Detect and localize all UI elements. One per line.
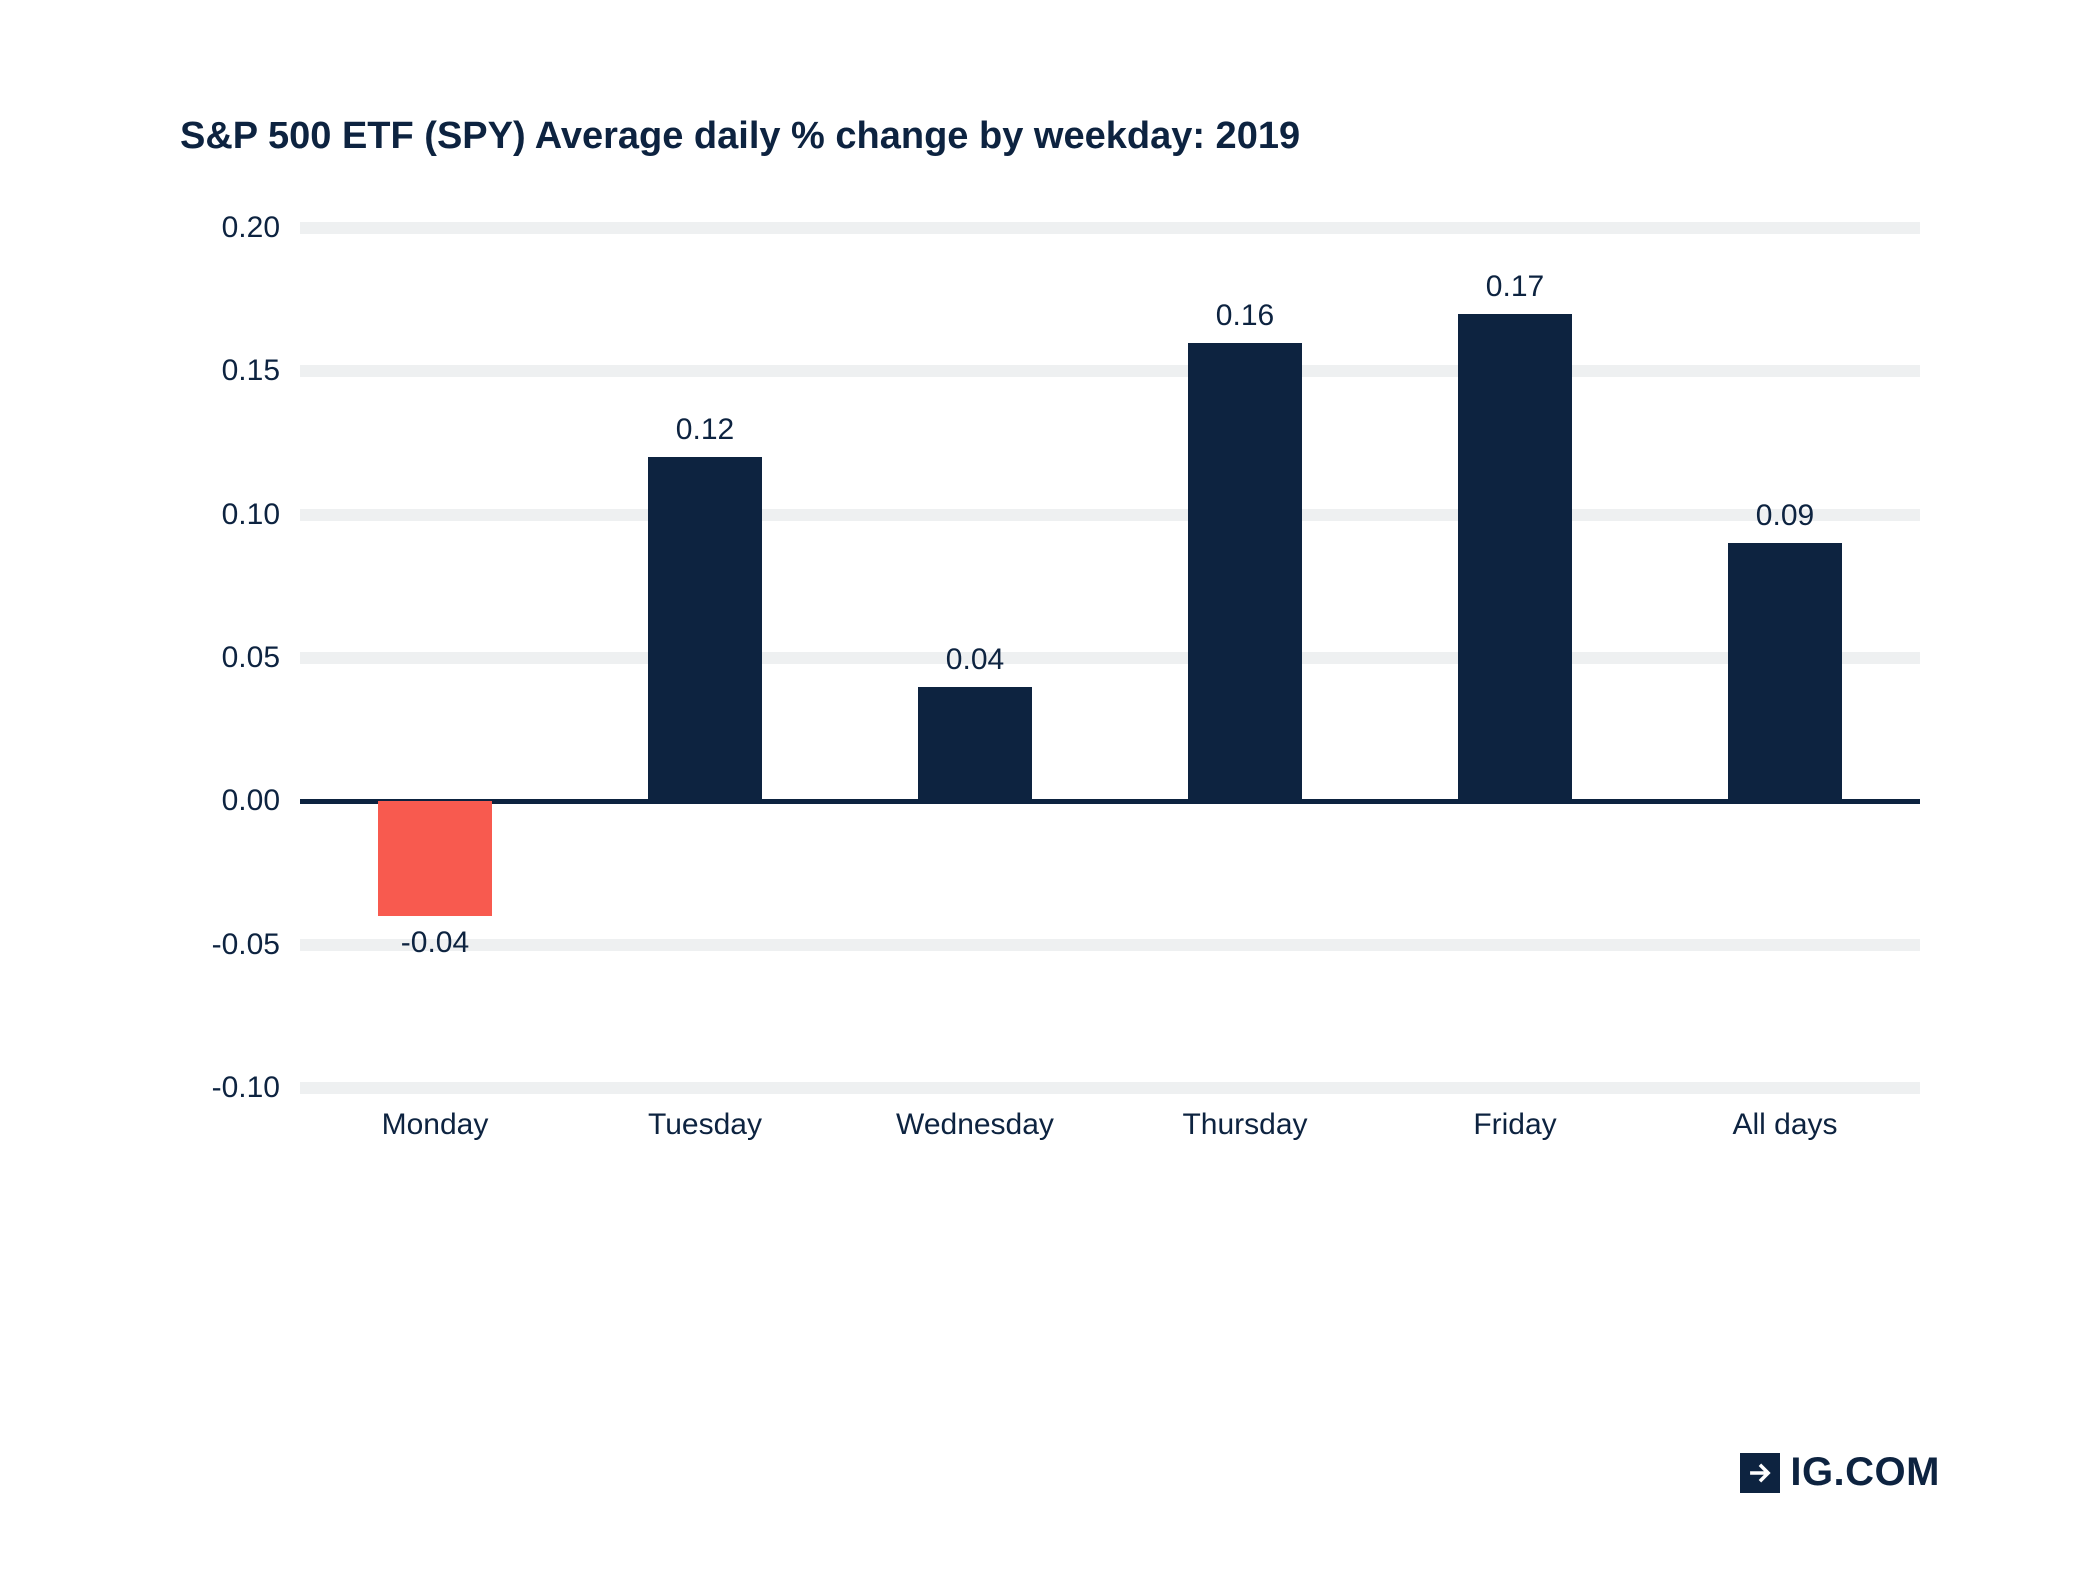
gridline bbox=[300, 939, 1920, 951]
ytick-label: -0.10 bbox=[160, 1071, 280, 1105]
bar bbox=[1458, 314, 1571, 801]
bar bbox=[378, 801, 491, 916]
bar-value-label: 0.16 bbox=[1145, 299, 1345, 333]
zero-axis-line bbox=[300, 799, 1920, 804]
bar-value-label: -0.04 bbox=[335, 926, 535, 960]
ytick-label: -0.05 bbox=[160, 928, 280, 962]
ytick-label: 0.05 bbox=[160, 641, 280, 675]
gridline bbox=[300, 1082, 1920, 1094]
xtick-label: Friday bbox=[1385, 1108, 1645, 1142]
xtick-label: All days bbox=[1655, 1108, 1915, 1142]
gridline bbox=[300, 509, 1920, 521]
xtick-label: Monday bbox=[305, 1108, 565, 1142]
bar-value-label: 0.17 bbox=[1415, 270, 1615, 304]
ytick-label: 0.00 bbox=[160, 784, 280, 818]
bar bbox=[918, 687, 1031, 802]
plot-region: -0.04 0.12 0.04 0.16 0.17 0.09 bbox=[300, 228, 1920, 1088]
ytick-label: 0.20 bbox=[160, 211, 280, 245]
bar-value-label: 0.09 bbox=[1685, 499, 1885, 533]
bar-value-label: 0.12 bbox=[605, 413, 805, 447]
gridline bbox=[300, 652, 1920, 664]
brand-text: IG.COM bbox=[1790, 1450, 1940, 1495]
gridline bbox=[300, 365, 1920, 377]
bar-value-label: 0.04 bbox=[875, 643, 1075, 677]
bar bbox=[648, 457, 761, 801]
ytick-label: 0.15 bbox=[160, 354, 280, 388]
ytick-label: 0.10 bbox=[160, 498, 280, 532]
brand-logo: IG.COM bbox=[1740, 1450, 1940, 1495]
xtick-label: Wednesday bbox=[845, 1108, 1105, 1142]
arrow-right-box-icon bbox=[1740, 1453, 1780, 1493]
xtick-label: Thursday bbox=[1115, 1108, 1375, 1142]
chart-title: S&P 500 ETF (SPY) Average daily % change… bbox=[180, 115, 1940, 158]
gridline bbox=[300, 222, 1920, 234]
bar bbox=[1728, 543, 1841, 801]
xtick-label: Tuesday bbox=[575, 1108, 835, 1142]
bar-chart: -0.040.120.040.160.170.09 0.200.150.100.… bbox=[180, 228, 1920, 1148]
bar bbox=[1188, 343, 1301, 802]
